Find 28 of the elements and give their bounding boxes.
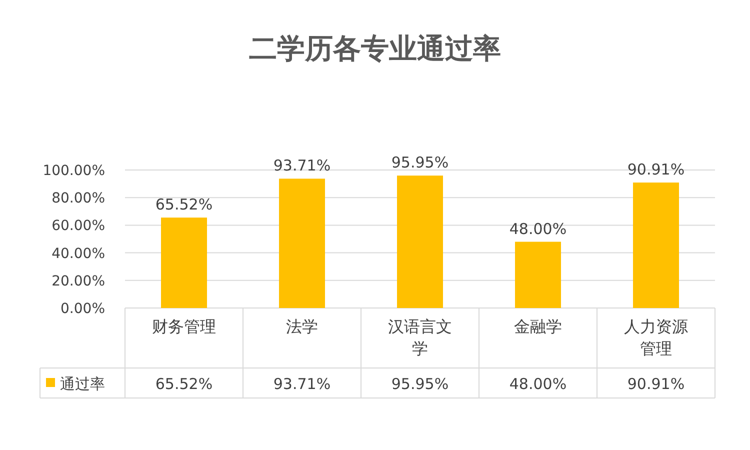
y-tick-label: 80.00% xyxy=(52,190,105,207)
bar xyxy=(633,182,679,308)
text: 48.00% xyxy=(509,220,567,238)
data-label: 95.95% xyxy=(391,375,449,393)
x-tick-label: 金融学 xyxy=(514,317,562,336)
bar xyxy=(515,242,561,308)
data-label: 48.00% xyxy=(509,375,567,393)
data-label: 93.71% xyxy=(273,375,331,393)
y-tick-label: 20.00% xyxy=(52,273,105,290)
data-label: 65.52% xyxy=(155,375,213,393)
x-tick-label: 人力资源管理 xyxy=(624,317,688,358)
x-tick-label: 财务管理 xyxy=(152,317,216,336)
x-tick-label: 法学 xyxy=(286,317,318,336)
text: 90.91% xyxy=(627,160,685,179)
y-tick-label: 100.00% xyxy=(42,163,105,179)
bar xyxy=(161,218,207,308)
y-tick-label: 0.00% xyxy=(60,301,105,317)
y-tick-label: 40.00% xyxy=(52,246,105,262)
data-label: 90.91% xyxy=(627,375,685,393)
bar xyxy=(279,178,325,308)
text: 65.52% xyxy=(155,196,213,214)
x-tick-label: 汉语言文学 xyxy=(388,317,452,358)
text: 93.71% xyxy=(273,156,331,175)
text: 95.95% xyxy=(391,154,449,172)
legend-label: 通过率 xyxy=(60,375,105,393)
y-tick-label: 60.00% xyxy=(52,218,105,234)
bar xyxy=(397,176,443,308)
chart-title: 二学历各专业通过率 xyxy=(249,32,501,65)
